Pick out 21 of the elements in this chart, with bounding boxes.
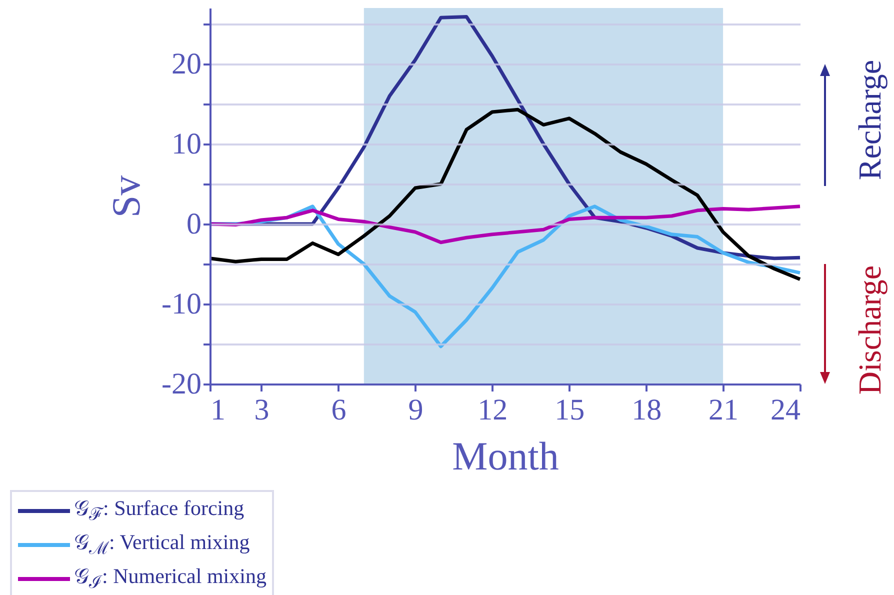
x-tick-label: 9 xyxy=(408,394,424,426)
y-tick-label: 20 xyxy=(172,48,202,80)
y-tick-label: -10 xyxy=(162,288,202,320)
x-tick-label: 18 xyxy=(632,394,662,426)
y-tick-label: 0 xyxy=(186,208,202,240)
x-tick-label: 21 xyxy=(708,394,739,426)
x-axis-title: Month xyxy=(452,434,559,478)
x-tick-label: 6 xyxy=(331,394,346,426)
legend-label: 𝒢$_{ℐ}$: Numerical mixing xyxy=(74,563,266,595)
legend-label: 𝒢$_{ℱ}$: Surface forcing xyxy=(74,495,244,526)
x-tick-label: 1 xyxy=(210,394,226,426)
x-tick-label: 12 xyxy=(478,394,508,426)
x-tick-label: 24 xyxy=(770,394,800,426)
y-axis-title: Sv xyxy=(104,175,149,218)
text: Recharge xyxy=(852,60,888,180)
x-tick-label: 3 xyxy=(254,394,270,426)
text: Discharge xyxy=(852,265,888,395)
legend-label: 𝒢$_{ℳ}$: Vertical mixing xyxy=(74,529,250,560)
x-tick-label: 15 xyxy=(554,394,585,426)
y-tick-label: -20 xyxy=(162,368,202,400)
y-tick-label: 10 xyxy=(172,128,202,160)
